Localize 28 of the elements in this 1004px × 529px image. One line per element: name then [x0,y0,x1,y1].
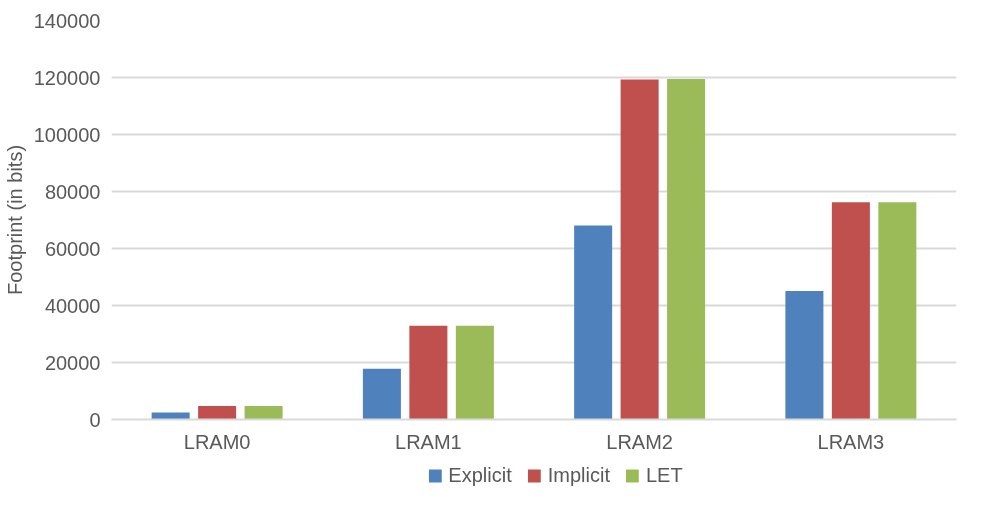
legend-label: Implicit [547,463,610,487]
x-tick-label: LRAM0 [183,430,251,453]
legend-label: Explicit [448,463,512,487]
y-tick-label: 0 [89,408,101,431]
bar [244,406,283,420]
x-tick-label: LRAM1 [395,430,462,453]
bar [151,412,190,420]
bar [831,202,870,420]
y-tick-label: 100000 [33,123,101,146]
bar [409,325,448,420]
y-tick-label: 120000 [33,66,101,89]
y-tick-label: 20000 [44,351,101,374]
bar [667,78,706,420]
y-tick-label: 60000 [44,237,101,260]
legend-label: LET [645,463,683,487]
y-tick-label: 40000 [44,294,101,317]
bar [620,79,659,420]
bar [574,225,613,420]
bar [785,290,824,420]
bar [198,406,237,420]
x-tick-label: LRAM3 [817,430,885,453]
x-tick-label: LRAM2 [606,430,673,453]
y-tick-label: 80000 [44,180,101,203]
bar [362,368,401,420]
y-axis-title: Footprint (in bits) [3,144,26,296]
bar [878,202,917,420]
bar [455,325,494,420]
y-tick-label: 140000 [33,9,101,32]
